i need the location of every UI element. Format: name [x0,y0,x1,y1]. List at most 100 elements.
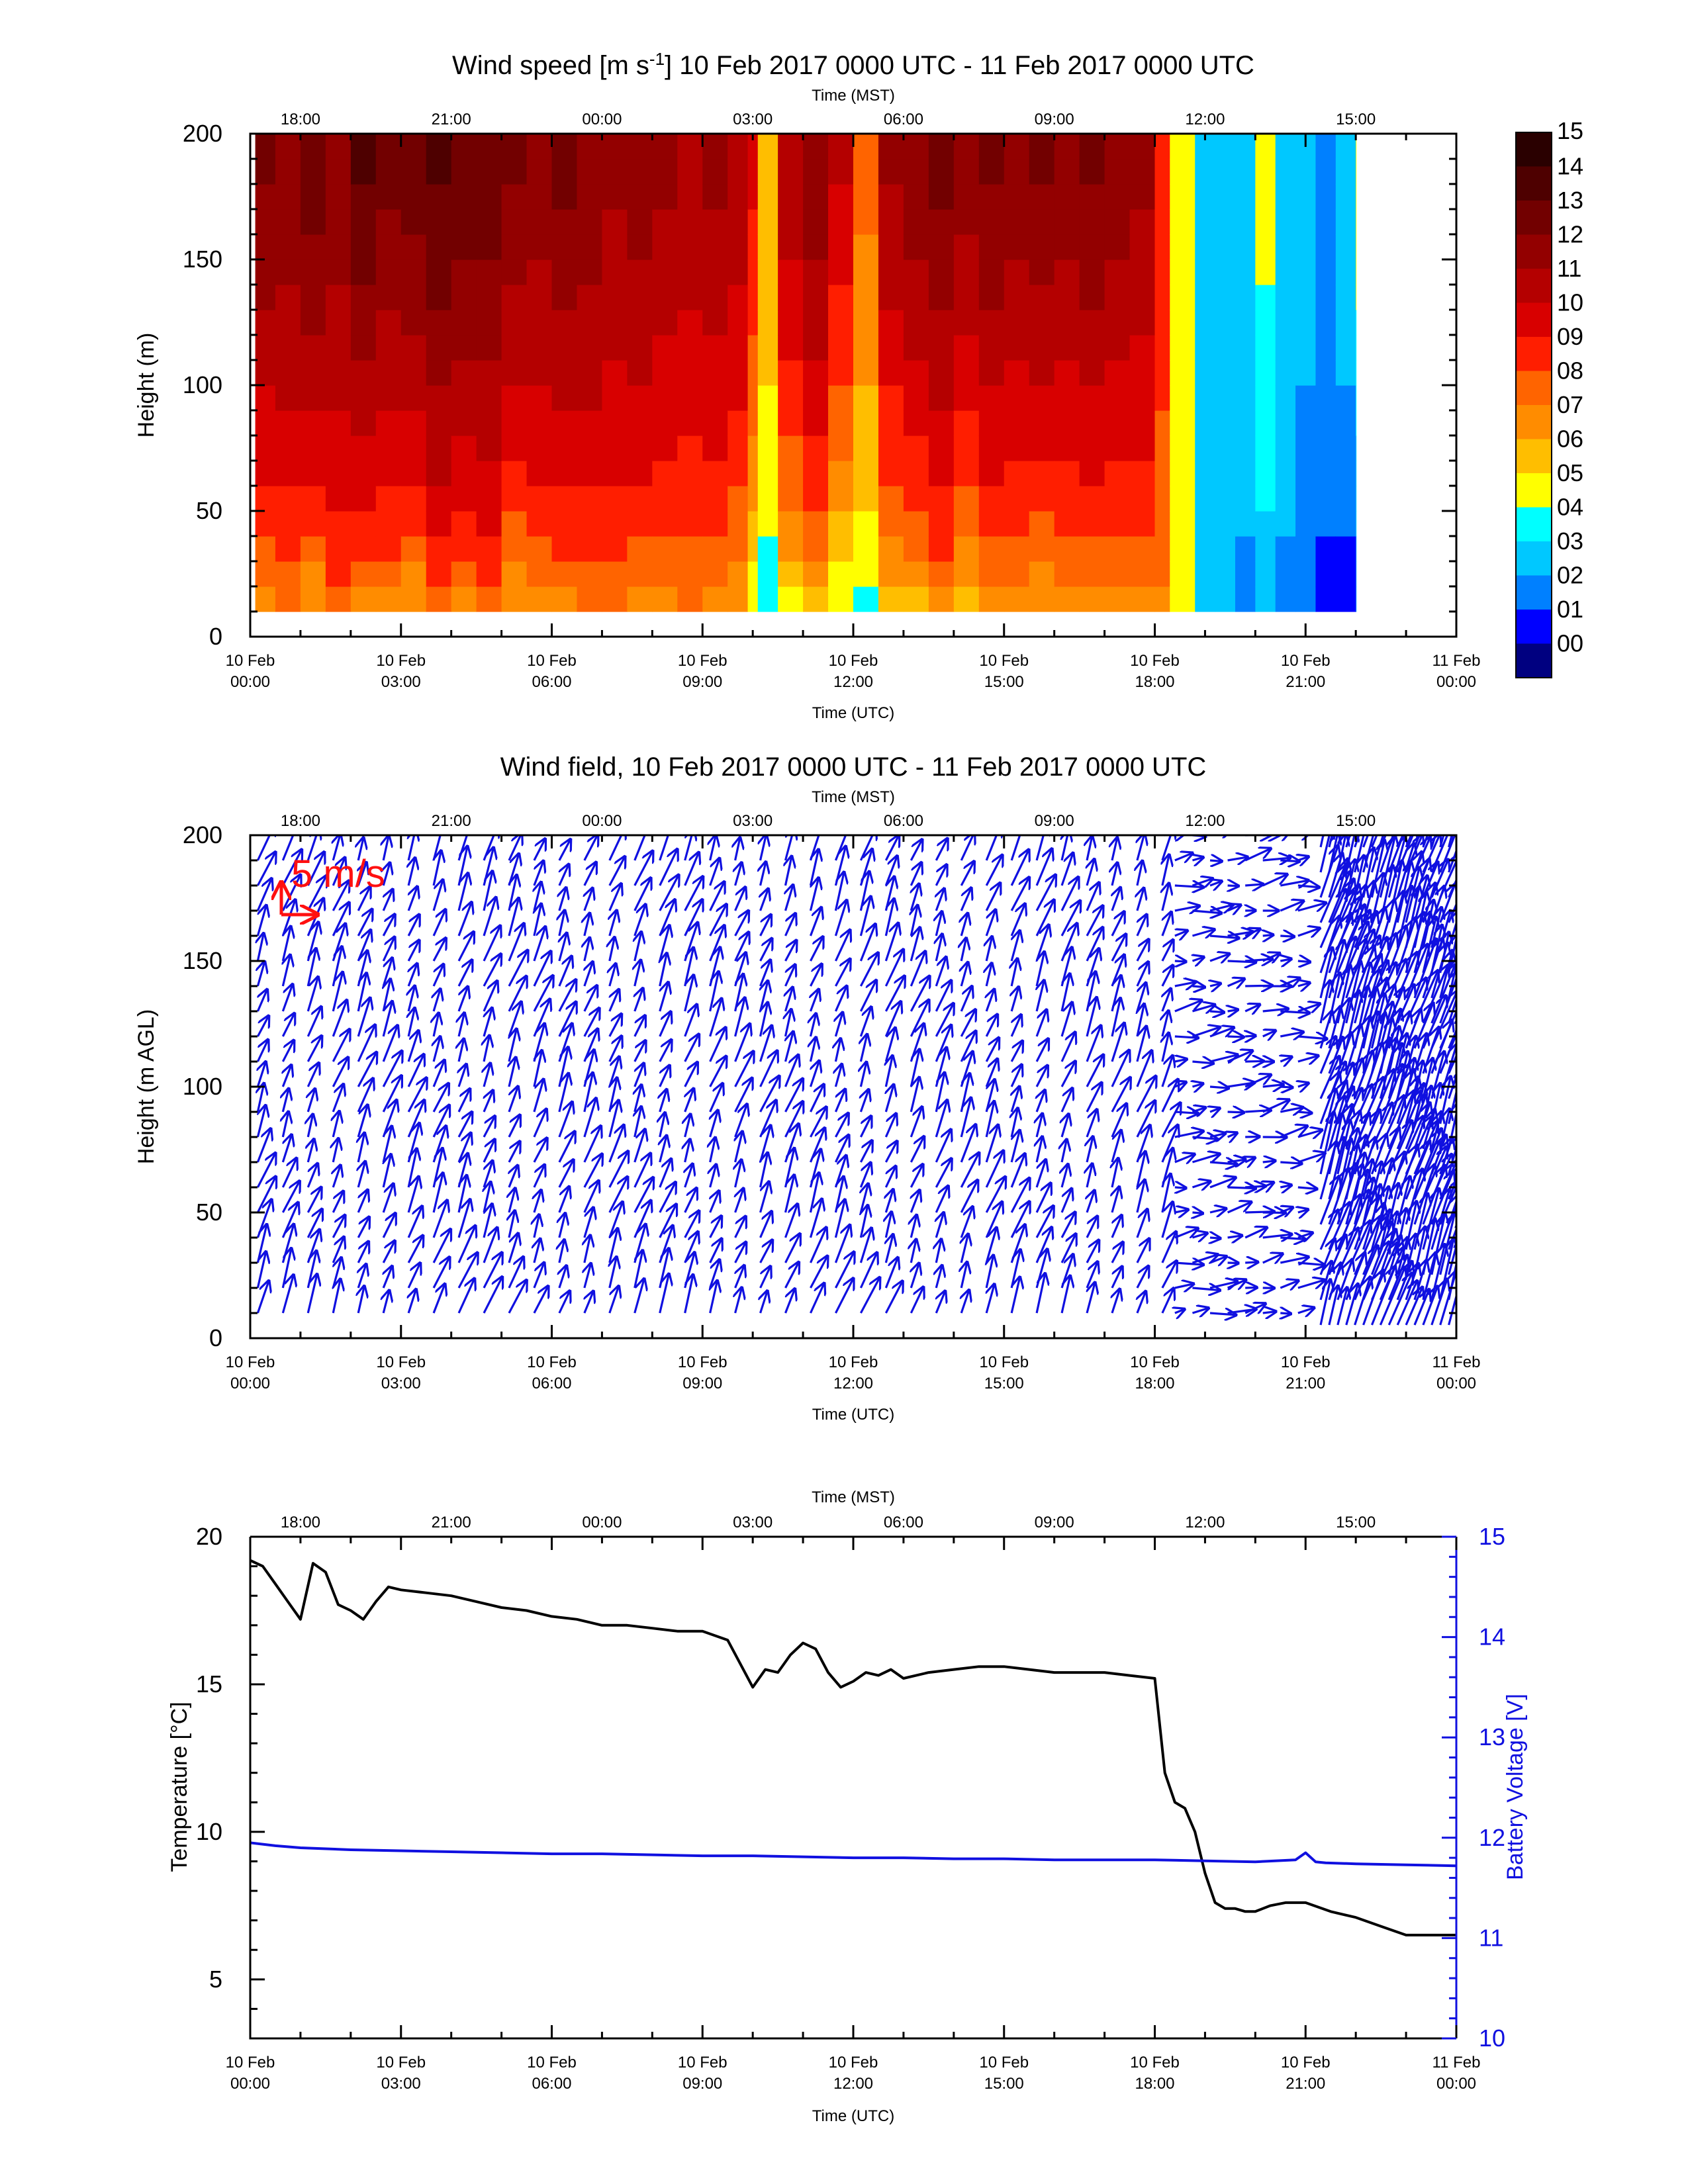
heatmap-cell [853,159,879,185]
heatmap-cell [1170,184,1196,210]
heatmap-cell [978,159,1005,185]
wind-vector [709,905,726,936]
x-tick-label-time: 12:00 [833,1375,873,1392]
wind-vector [357,910,371,936]
wind-vector [1086,907,1103,936]
wind-vector [1209,1282,1237,1288]
wind-vector [408,887,417,911]
heatmap-cell [1079,234,1105,260]
heatmap-cell [652,134,678,159]
wind-vector [1192,858,1202,860]
heatmap-cell [903,385,929,411]
wind-vector [1161,1103,1180,1138]
heatmap-cell [978,561,1005,587]
wind-vector [961,914,967,936]
wind-vector [1328,835,1333,848]
heatmap-cell [1255,410,1276,436]
wind-vector [608,1101,618,1138]
heatmap-cell [903,410,929,436]
heatmap-cell [300,259,326,285]
wind-vector [734,1024,750,1062]
heatmap-cell [1195,360,1216,386]
wind-vector [1137,1005,1144,1037]
wind-vector [633,905,645,936]
heatmap-cell [325,461,352,486]
heatmap-cell [350,209,377,235]
wind-vector [1262,1312,1276,1313]
wind-vector [810,1257,827,1289]
heatmap-cell [747,435,759,461]
wind-vector [684,1035,698,1062]
wind-vector [382,1214,395,1238]
wind-vector [1010,850,1028,886]
heatmap-cell [1054,561,1080,587]
wind-vector [985,1015,997,1037]
wind-vector [936,889,944,911]
wind-vector [457,903,471,936]
heatmap-cell [300,335,326,361]
wind-vector [986,990,994,1012]
heatmap-cell [1215,435,1236,461]
heatmap-cell [1295,234,1317,260]
heatmap-cell [476,209,502,235]
wind-vector [734,1243,746,1263]
wind-vector [484,1036,489,1062]
heatmap-cell [978,259,1005,285]
heatmap-cell [1295,285,1317,310]
heatmap-cell [1154,134,1170,159]
heatmap-cell [1295,159,1317,185]
heatmap-cell [1335,435,1356,461]
heatmap-cell [1335,184,1356,210]
wind-vector [509,1166,518,1188]
heatmap-cell [551,461,578,486]
wind-vector [735,1266,744,1289]
wind-vector [861,1090,868,1113]
wind-vector [407,1124,419,1163]
heatmap-cell [778,234,804,260]
wind-vector [432,910,445,936]
wind-vector [382,1242,395,1263]
heatmap-cell [953,285,980,310]
heatmap-cell [400,285,427,310]
wind-vector [1035,850,1052,886]
heatmap-cell [1255,159,1276,185]
heatmap-cell [828,159,854,185]
heatmap-cell [255,285,276,310]
wind-vector [1175,961,1186,962]
wind-vector [258,934,263,962]
colorbar-frame [1515,132,1552,678]
wind-vector [383,1155,391,1188]
wind-vector [911,1216,916,1238]
heatmap-cell [526,435,553,461]
heatmap-cell [1255,259,1276,285]
heatmap-cell [1235,285,1256,310]
x-tick-label-date: 10 Feb [678,1353,727,1371]
wind-vector [986,1285,994,1314]
heatmap-cell [903,134,929,159]
wind-vector [1175,1083,1186,1087]
heatmap-cell [853,310,879,336]
heatmap-cell [501,285,528,310]
heatmap-cell [1154,511,1170,537]
heatmap-cell [1079,159,1105,185]
wind-vector [859,925,875,962]
heatmap-cell [803,184,829,210]
wind-vector [1086,1263,1098,1289]
heatmap-cell [928,134,955,159]
heatmap-cell [1235,435,1256,461]
heatmap-cell [903,536,929,562]
heatmap-cell [1195,385,1216,411]
wind-vector [407,1101,424,1138]
wind-vector [1298,983,1309,986]
heatmap-cell [727,134,749,159]
wind-vector [484,1183,491,1213]
heatmap-cell [1154,285,1170,310]
wind-vector [633,852,653,886]
wind-vector [1161,1203,1172,1238]
wind-vector [835,835,837,836]
heatmap-cell [1215,561,1236,587]
wind-vector [306,1251,316,1289]
heatmap-cell [627,159,653,185]
x-tick-label-time: 18:00 [1135,1375,1174,1392]
heatmap-cell [1170,586,1196,612]
